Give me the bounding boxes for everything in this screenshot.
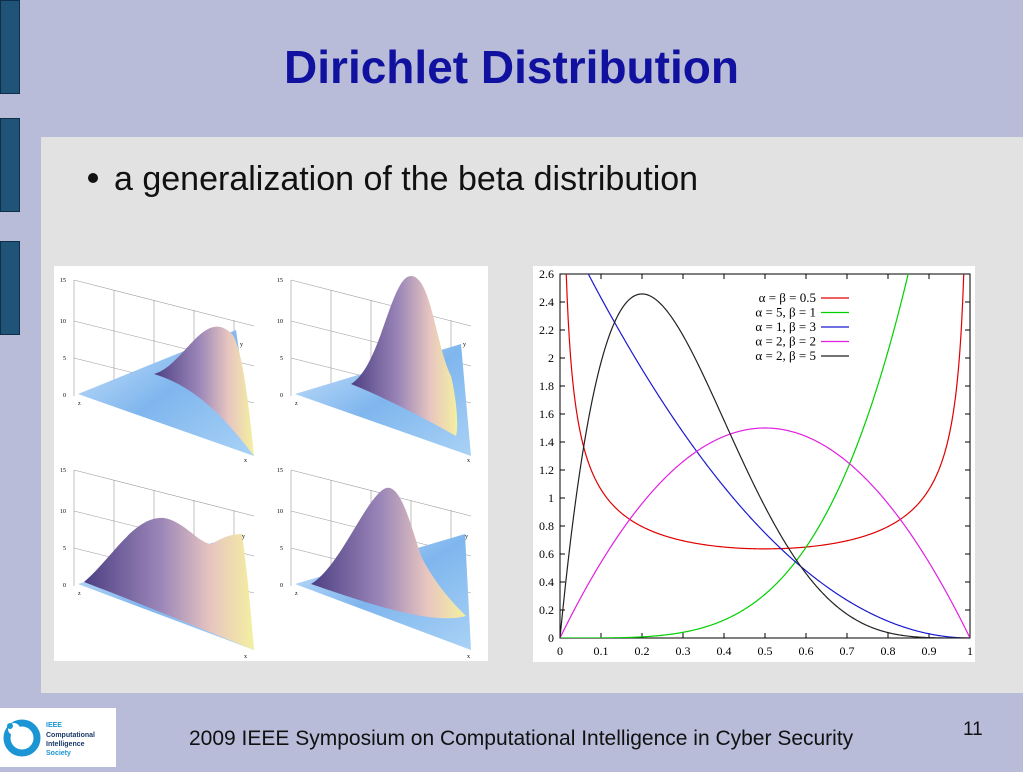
y-tick-label: 0.4 (539, 575, 554, 589)
series-line-4 (560, 427, 970, 638)
x-tick-label: 0.8 (881, 644, 896, 658)
logo-line-1: IEEE (46, 722, 62, 729)
y-tick-label: 2.6 (539, 267, 554, 281)
z-tick: 15 (60, 278, 66, 284)
z-tick: 0 (280, 583, 283, 589)
axis-letter-x: x (467, 458, 470, 464)
logo-line-3: Intelligence (46, 741, 85, 748)
series-line-2 (560, 274, 909, 638)
decor-bar-1 (0, 0, 20, 94)
axis-letter-z: z (295, 591, 298, 597)
bullet-dot (88, 173, 98, 184)
axis-letter-y: y (242, 534, 245, 540)
slide-title: Dirichlet Distribution (284, 41, 739, 93)
axis-letter-x: x (244, 458, 247, 464)
z-tick: 5 (63, 546, 66, 552)
decor-bar-3 (0, 241, 20, 335)
z-tick: 10 (277, 319, 283, 325)
x-tick-label: 0.4 (717, 644, 732, 658)
x-tick-label: 0.9 (922, 644, 937, 658)
y-tick-label: 1.8 (539, 379, 554, 393)
legend-label-3: α = 1, β = 3 (755, 319, 816, 334)
legend-label-1: α = β = 0.5 (759, 290, 816, 305)
y-tick-label: 1.2 (539, 463, 554, 477)
z-tick: 10 (60, 509, 66, 515)
series-line-1 (565, 274, 965, 550)
axis-letter-z: z (295, 401, 298, 407)
surface-plot-1: 15 10 5 0 z y x (60, 278, 255, 464)
z-tick: 15 (60, 468, 66, 474)
axis-letter-x: x (244, 654, 247, 660)
z-tick: 0 (63, 583, 66, 589)
x-tick-label: 0.6 (799, 644, 814, 658)
y-tick-label: 0.8 (539, 519, 554, 533)
y-tick-label: 1 (548, 491, 554, 505)
z-tick: 10 (277, 509, 283, 515)
surface-plot-4: 15 10 5 0 z y x (277, 468, 472, 660)
surface-plot-3: 15 10 5 0 z y x (60, 468, 255, 660)
axis-letter-z: z (78, 591, 81, 597)
z-tick: 15 (277, 468, 283, 474)
logo-line-2: Computational (46, 732, 95, 739)
z-tick: 10 (60, 319, 66, 325)
legend-label-5: α = 2, β = 5 (755, 348, 816, 363)
y-tick-label: 1.6 (539, 407, 554, 421)
y-tick-label: 0.2 (539, 603, 554, 617)
x-tick-label: 1 (967, 644, 973, 658)
footer-text: 2009 IEEE Symposium on Computational Int… (189, 727, 854, 750)
surface-plot-2: 15 10 5 0 z y x (277, 276, 472, 464)
y-tick-label: 2.2 (539, 323, 554, 337)
z-tick: 5 (280, 546, 283, 552)
page-number: 11 (963, 719, 983, 740)
x-tick-label: 0.5 (758, 644, 773, 658)
y-tick-label: 1.4 (539, 435, 554, 449)
ieee-cis-logo: IEEE Computational Intelligence Society (0, 708, 116, 767)
logo-line-4: Society (46, 750, 71, 757)
axis-letter-y: y (463, 342, 466, 348)
logo-svg: IEEE Computational Intelligence Society (3, 719, 95, 757)
x-tick-label: 0.3 (676, 644, 691, 658)
z-tick: 5 (63, 356, 66, 362)
beta-pdf-chart-svg: 0 0.1 0.2 0.3 0.4 0.5 0.6 0.7 0.8 0.9 1 0 0.2 0.4 0.6 0… (539, 267, 973, 658)
axis-letter-y: y (465, 534, 468, 540)
axis-letter-x: x (467, 654, 470, 660)
legend-label-2: α = 5, β = 1 (755, 305, 816, 320)
beta-pdf-chart: 0 0.1 0.2 0.3 0.4 0.5 0.6 0.7 0.8 0.9 1 0 0.2 0.4 0.6 0… (533, 266, 975, 662)
dirichlet-surface-plots: 15 10 5 0 z y x 15 10 5 0 z y x (54, 266, 488, 661)
y-tick-label: 2 (548, 351, 554, 365)
axis-letter-y: y (240, 342, 243, 348)
z-tick: 5 (280, 356, 283, 362)
bullet-text: a generalization of the beta distributio… (114, 160, 699, 198)
x-tick-label: 0.1 (594, 644, 609, 658)
y-tick-label: 0.6 (539, 547, 554, 561)
x-tick-label: 0 (557, 644, 563, 658)
x-tick-label: 0.7 (840, 644, 855, 658)
series-line-5 (560, 293, 970, 638)
logo-swirl-icon (3, 719, 41, 757)
series-line-3 (587, 274, 970, 638)
surface-plots-svg: 15 10 5 0 z y x 15 10 5 0 z y x (60, 276, 472, 660)
y-tick-label: 2.4 (539, 295, 554, 309)
legend-label-4: α = 2, β = 2 (755, 334, 816, 349)
bullet-item: a generalization of the beta distributio… (88, 160, 698, 199)
z-tick: 0 (280, 393, 283, 399)
decor-bar-2 (0, 118, 20, 212)
axis-letter-z: z (78, 401, 81, 407)
x-tick-label: 0.2 (635, 644, 650, 658)
z-tick: 15 (277, 278, 283, 284)
z-tick: 0 (63, 393, 66, 399)
y-tick-label: 0 (548, 631, 554, 645)
